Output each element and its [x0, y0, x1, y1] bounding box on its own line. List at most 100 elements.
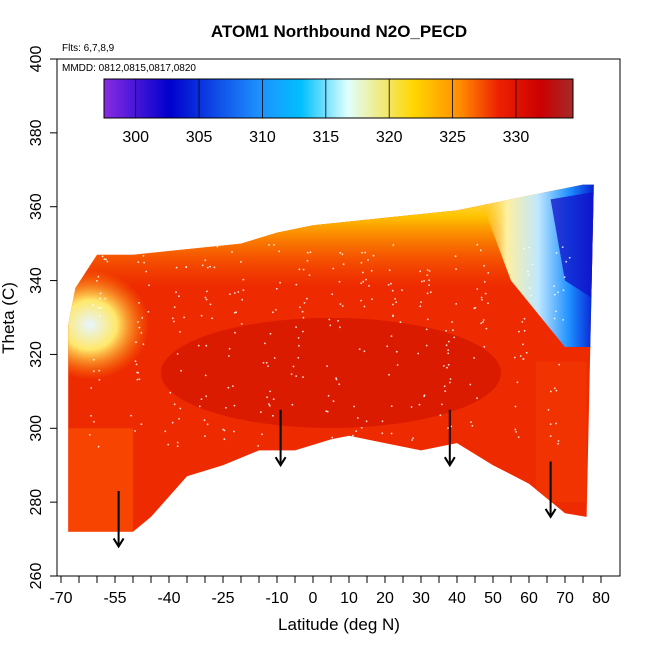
track-dot	[233, 404, 236, 407]
track-dot	[173, 320, 175, 323]
track-dot	[341, 305, 344, 307]
track-dot	[103, 258, 106, 261]
track-dot	[392, 244, 395, 246]
track-dot	[90, 387, 93, 389]
track-dot	[454, 255, 457, 258]
x-tick-label: -40	[157, 590, 180, 607]
track-dot	[529, 287, 531, 290]
track-dot	[206, 266, 209, 269]
track-dot	[200, 398, 203, 400]
x-axis: -70 -55 -40 -25 -10 0 10 20 30 40 50 60 70 80	[49, 575, 610, 607]
track-dot	[444, 390, 447, 392]
track-dot	[452, 329, 454, 332]
track-dot	[176, 445, 179, 447]
track-dot	[399, 321, 402, 324]
track-dot	[481, 298, 483, 301]
track-dot	[201, 264, 204, 267]
track-dot	[453, 336, 456, 339]
track-dot	[137, 321, 139, 323]
track-dot	[331, 436, 334, 439]
track-dot	[565, 260, 568, 263]
track-dot	[487, 302, 489, 305]
track-dot	[555, 252, 558, 254]
track-dot	[426, 274, 429, 276]
track-dot	[426, 269, 429, 271]
colorbar-labels: 300 305 310 315 320 325 330	[122, 129, 529, 146]
track-dot	[339, 251, 342, 254]
colorbar-tick-label: 310	[249, 129, 276, 146]
track-dot	[553, 387, 556, 390]
track-dot	[446, 366, 448, 369]
track-dot	[203, 419, 206, 422]
track-dot	[204, 374, 207, 377]
track-dot	[335, 378, 338, 381]
track-dot	[269, 332, 272, 335]
track-dot	[361, 251, 363, 254]
track-dot	[368, 285, 370, 287]
arrow-head	[274, 456, 287, 468]
track-dot	[204, 259, 207, 262]
track-dot	[135, 363, 138, 366]
track-dot	[426, 318, 429, 321]
track-dot	[275, 287, 278, 290]
track-dot	[179, 407, 182, 410]
track-dot	[164, 430, 167, 433]
track-dot	[227, 386, 230, 389]
track-dot	[339, 303, 342, 305]
track-dot	[209, 265, 212, 268]
track-dot	[555, 389, 558, 392]
y-tick-label: 260	[28, 563, 45, 590]
y-tick-label: 380	[28, 119, 45, 146]
track-dot	[136, 378, 139, 381]
track-dot	[233, 430, 235, 433]
track-dot	[523, 329, 526, 332]
track-dot	[204, 296, 207, 299]
track-dot	[514, 428, 517, 431]
track-dot	[234, 331, 236, 334]
track-dot	[99, 297, 102, 300]
track-dot	[268, 404, 271, 407]
track-dot	[339, 326, 341, 329]
track-dot	[367, 259, 369, 261]
x-tick-label: -25	[211, 590, 234, 607]
track-dot	[428, 279, 430, 282]
track-dot	[394, 298, 396, 300]
track-dot	[98, 379, 101, 381]
track-dot	[97, 445, 100, 448]
track-dot	[480, 322, 483, 325]
track-dot	[176, 441, 179, 444]
track-dot	[390, 432, 393, 435]
track-dot	[138, 302, 141, 304]
track-dot	[419, 270, 422, 273]
track-dot	[272, 311, 274, 314]
colorbar-tick-label: 315	[312, 129, 339, 146]
track-dot	[360, 261, 363, 264]
track-dot	[423, 394, 426, 397]
track-dot	[309, 251, 312, 254]
track-dot	[267, 365, 269, 367]
track-dot	[557, 291, 559, 294]
track-dot	[395, 350, 398, 353]
track-dot	[519, 355, 522, 357]
track-dot	[200, 314, 203, 317]
y-tick-label: 400	[28, 46, 45, 73]
track-dot	[549, 435, 552, 437]
track-dot	[229, 293, 231, 296]
track-dot	[134, 430, 137, 432]
field-core	[161, 317, 501, 428]
track-dot	[273, 357, 276, 359]
track-dot	[445, 329, 447, 332]
track-dot	[480, 296, 483, 299]
track-dot	[555, 310, 557, 313]
track-dot	[211, 317, 214, 320]
track-dot	[391, 445, 394, 448]
track-dot	[562, 289, 565, 292]
track-dot	[240, 323, 243, 325]
track-dot	[232, 385, 234, 387]
track-dot	[98, 369, 101, 372]
track-dot	[90, 414, 92, 417]
track-dot	[138, 326, 141, 329]
track-dot	[302, 268, 305, 271]
track-dot	[209, 303, 212, 306]
track-dot	[396, 364, 399, 366]
